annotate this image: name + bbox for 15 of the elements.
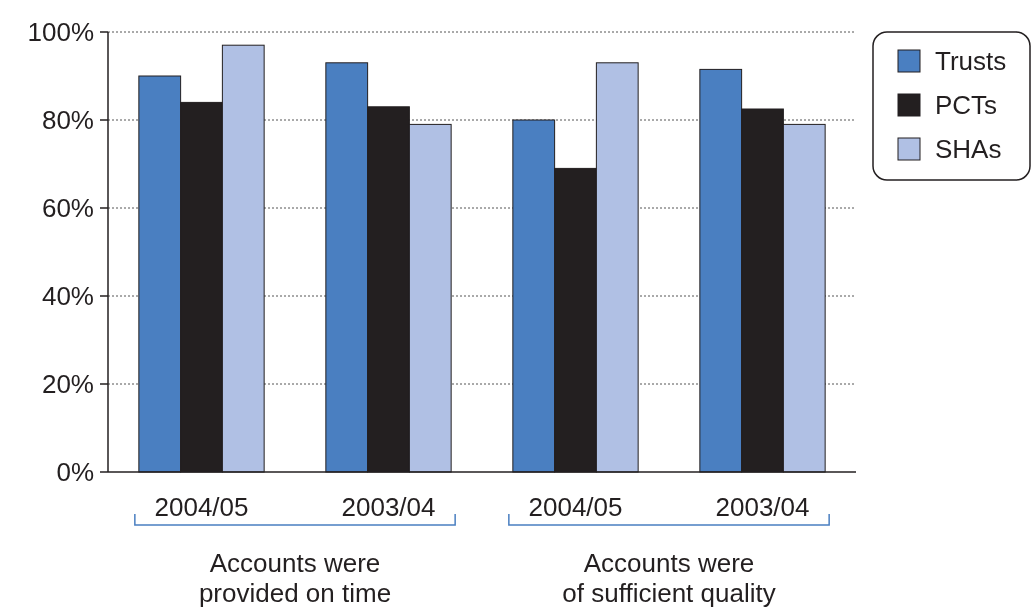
legend-label: Trusts (935, 46, 1007, 77)
y-tick-label: 80% (41, 105, 94, 136)
x-tick-label: 2004/05 (528, 492, 623, 522)
x-tick-label: 2004/05 (154, 492, 249, 522)
y-tick-label: 40% (41, 281, 94, 312)
y-tick-label: 20% (41, 369, 94, 400)
x-tick-label: 2003/04 (715, 492, 810, 522)
x-tick-label: 2003/04 (341, 492, 436, 522)
y-tick-label: 60% (41, 193, 94, 224)
legend-label: PCTs (935, 90, 998, 121)
y-tick-label: 100% (27, 17, 94, 48)
y-tick-label: 0% (56, 457, 94, 488)
text: Accounts were of sufficient quality (562, 548, 776, 608)
legend-label: SHAs (935, 134, 1002, 165)
text: Accounts were provided on time (198, 548, 392, 608)
